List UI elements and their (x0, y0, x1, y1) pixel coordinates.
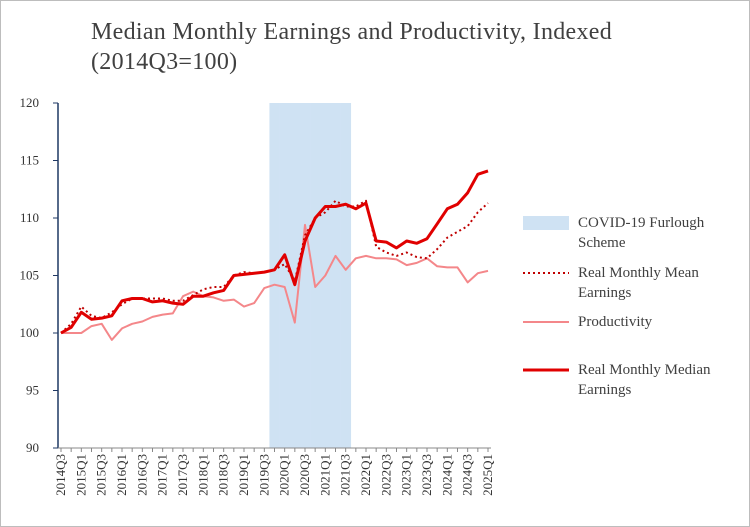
legend-label: COVID-19 Furlough Scheme (578, 215, 705, 251)
x-tick-label: 2014Q3 (53, 454, 68, 496)
x-tick-label: 2022Q1 (358, 454, 373, 496)
x-tick-label: 2023Q3 (419, 454, 434, 496)
furlough-band (269, 103, 280, 448)
chart-title: Median Monthly Earnings and Productivity… (91, 19, 613, 75)
x-tick-label: 2017Q3 (175, 454, 190, 496)
series-line (61, 223, 489, 341)
x-tick-label: 2020Q3 (297, 454, 312, 496)
legend-label: Productivity (578, 314, 653, 330)
y-tick-label: 90 (26, 440, 39, 455)
x-tick-label: 2019Q1 (236, 454, 251, 496)
x-tick-label: 2024Q1 (439, 454, 454, 496)
y-tick-label: 100 (20, 325, 40, 340)
x-tick-label: 2021Q1 (317, 454, 332, 496)
x-tick-label: 2016Q3 (134, 454, 149, 496)
x-tick-label: 2020Q1 (277, 454, 292, 496)
x-tick-label: 2022Q3 (378, 454, 393, 496)
furlough-band (330, 103, 341, 448)
x-tick-label: 2017Q1 (155, 454, 170, 496)
legend-label: Real Monthly Median Earnings (578, 362, 711, 398)
x-tick-label: 2024Q3 (460, 454, 475, 496)
x-tick-label: 2023Q1 (399, 454, 414, 496)
x-tick-label: 2018Q3 (216, 454, 231, 496)
legend-label: Real Monthly Mean Earnings (578, 265, 699, 301)
furlough-band (289, 103, 301, 448)
x-tick-label: 2015Q1 (73, 454, 88, 496)
x-tick-label: 2015Q3 (94, 454, 109, 496)
x-tick-label: 2016Q1 (114, 454, 129, 496)
furlough-band (299, 103, 311, 448)
y-tick-label: 120 (20, 95, 40, 110)
x-tick-label: 2019Q3 (256, 454, 271, 496)
x-tick-label: 2018Q1 (195, 454, 210, 496)
y-tick-label: 95 (26, 383, 39, 398)
x-tick-label: 2021Q3 (338, 454, 353, 496)
x-tick-label: 2025Q1 (480, 454, 495, 496)
series-line (60, 169, 489, 335)
legend-swatch (523, 216, 569, 230)
furlough-band (340, 103, 352, 448)
y-tick-label: 110 (20, 210, 39, 225)
furlough-band (310, 103, 321, 448)
furlough-band (279, 103, 291, 448)
y-tick-label: 105 (20, 268, 40, 283)
y-tick-label: 115 (20, 153, 39, 168)
